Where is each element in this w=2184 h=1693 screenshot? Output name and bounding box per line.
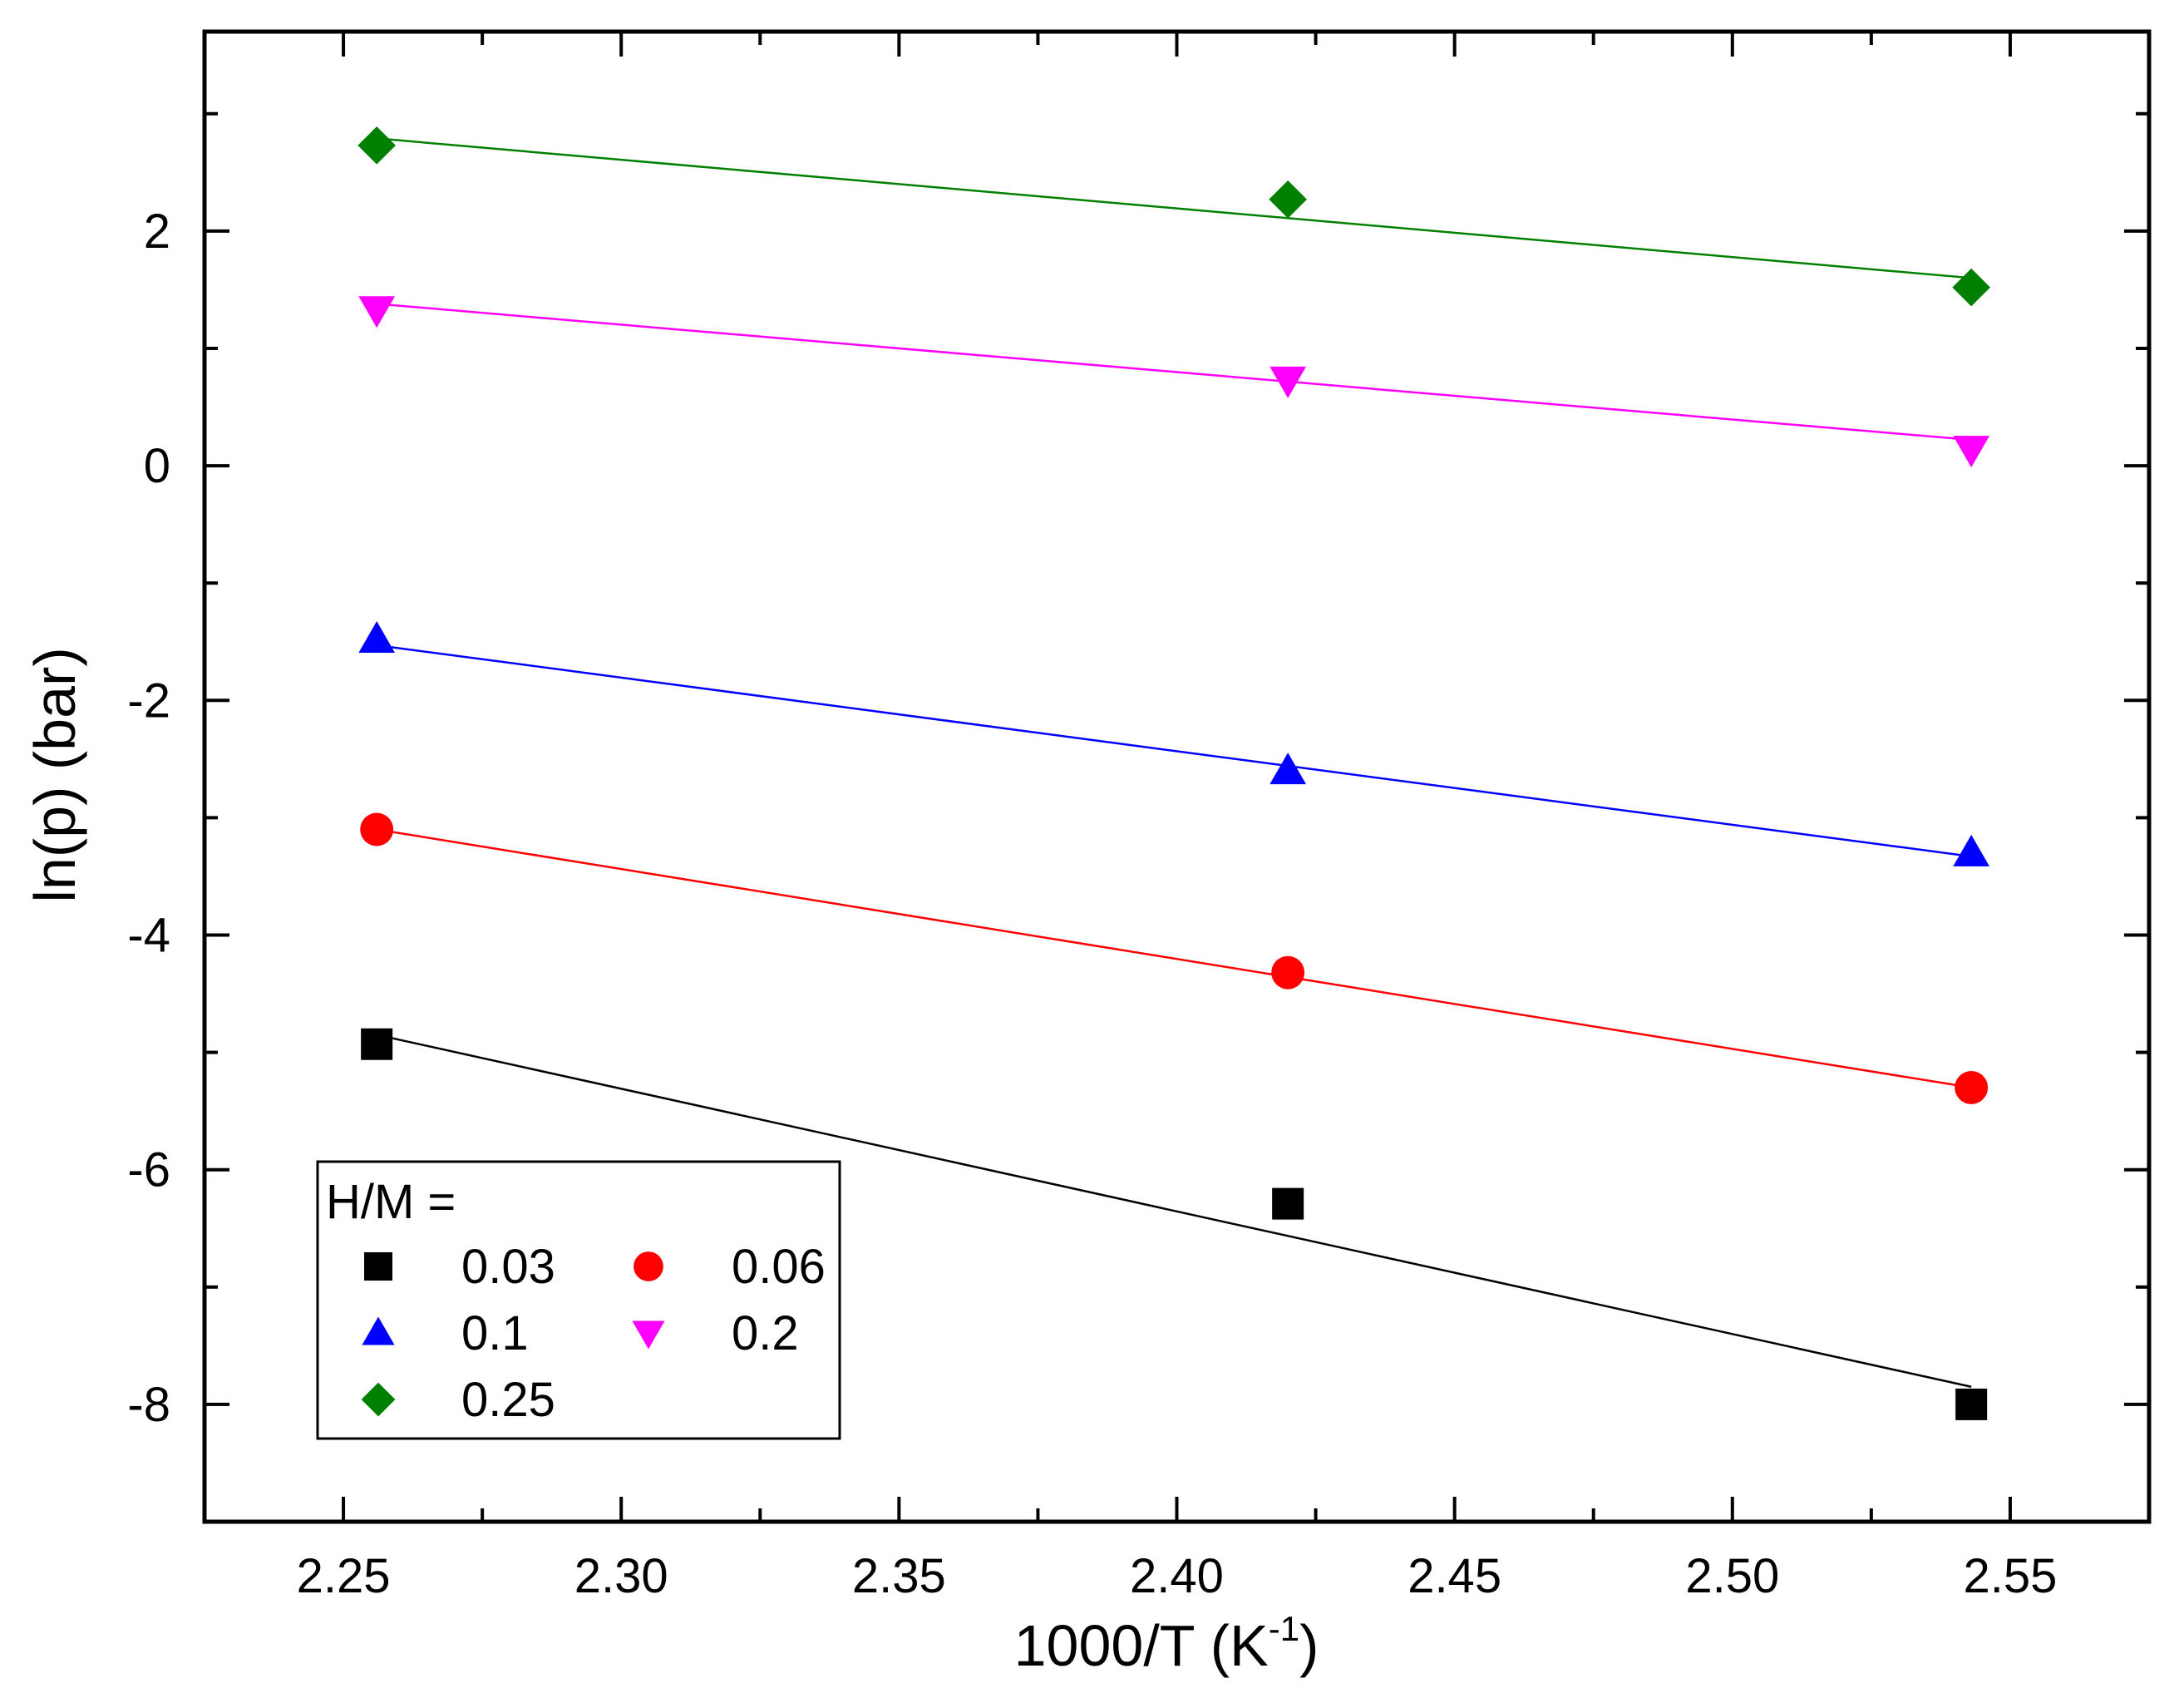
x-tick-label: 2.40: [1130, 1549, 1224, 1603]
fit-lines: [376, 137, 1972, 1388]
fit-line-0.25: [377, 137, 1972, 279]
legend-box: [316, 1160, 841, 1440]
y-axis: -8 -6 -4 -2 0 2: [127, 111, 2149, 1523]
legend-title: H/M =: [326, 1175, 456, 1229]
y-tick-label: 2: [144, 205, 170, 259]
data-point-0.06: [1271, 955, 1305, 990]
data-point-0.2: [1953, 436, 1989, 468]
data-point-0.03: [1955, 1388, 1988, 1420]
legend-label-0.2: 0.2: [732, 1306, 799, 1360]
fit-line-0.1: [377, 644, 1972, 858]
legend-marker-0.1: [362, 1316, 395, 1345]
y-tick-label: -2: [127, 674, 170, 728]
x-tick-label: 2.25: [297, 1549, 391, 1603]
legend-label-0.03: 0.03: [461, 1240, 555, 1294]
x-axis: 2.25 2.30 2.35 2.40 2.45 2.50 2.55: [297, 32, 2057, 1603]
data-point-0.06: [360, 812, 394, 846]
legend-label-0.25: 0.25: [461, 1373, 555, 1427]
data-point-0.1: [1953, 834, 1989, 866]
data-point-0.25: [1269, 180, 1307, 219]
y-tick-label: 0: [144, 439, 170, 493]
x-tick-label: 2.45: [1408, 1549, 1501, 1603]
legend-marker-0.2: [632, 1320, 665, 1350]
x-tick-label: 2.50: [1685, 1549, 1779, 1603]
x-tick-label: 2.55: [1963, 1549, 2057, 1603]
legend: H/M = 0.03 0.06 0.1 0.2 0.25: [316, 1160, 841, 1440]
data-point-0.03: [1272, 1187, 1304, 1220]
data-point-0.1: [358, 621, 396, 654]
x-tick-label: 2.35: [852, 1549, 946, 1603]
data-point-0.2: [358, 296, 396, 328]
legend-label-0.1: 0.1: [461, 1306, 529, 1360]
legend-marker-0.06: [634, 1251, 663, 1281]
legend-marker-0.03: [364, 1252, 392, 1281]
fit-line-0.2: [377, 303, 1972, 442]
data-point-0.25: [357, 126, 396, 165]
data-point-0.2: [1269, 366, 1307, 398]
y-tick-label: -6: [127, 1143, 170, 1197]
data-point-0.03: [361, 1028, 393, 1060]
data-point-0.1: [1269, 753, 1307, 785]
y-axis-title: ln(p) (bar): [22, 647, 87, 902]
data-markers: [357, 126, 1990, 1420]
data-point-0.25: [1952, 268, 1990, 307]
legend-label-0.06: 0.06: [732, 1240, 826, 1294]
data-point-0.06: [1955, 1070, 1989, 1104]
legend-marker-0.25: [361, 1382, 396, 1417]
y-tick-label: -8: [127, 1378, 170, 1432]
fit-line-0.06: [376, 828, 1972, 1089]
fit-line-0.03: [376, 1034, 1972, 1388]
x-tick-label: 2.30: [574, 1549, 668, 1603]
x-axis-title: 1000/T (K-1): [1014, 1609, 1319, 1678]
y-tick-label: -4: [127, 908, 170, 962]
